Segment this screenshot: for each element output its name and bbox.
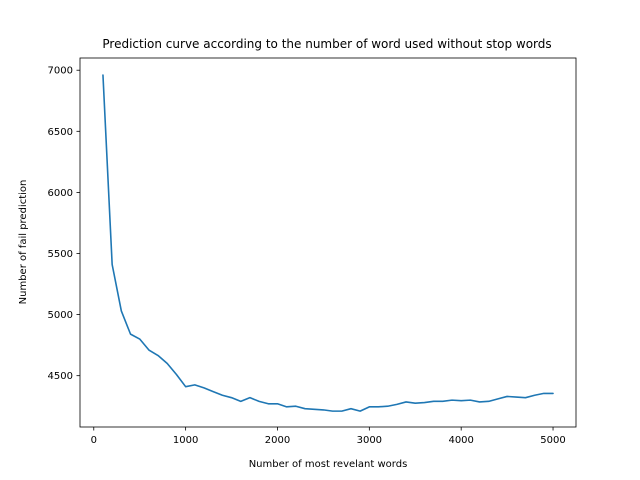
x-tick-label-3: 3000 — [357, 435, 382, 446]
y-tick-label-0: 4500 — [48, 371, 73, 382]
chart-title: Prediction curve according to the number… — [102, 37, 551, 51]
x-tick-label-2: 2000 — [265, 435, 290, 446]
axis-ticks: 0 1000 2000 3000 4000 5000 4500 5000 5500 6000 650… — [48, 66, 566, 446]
x-tick-label-5: 5000 — [540, 435, 565, 446]
plot-area — [79, 57, 577, 428]
y-tick-label-4: 6500 — [48, 127, 73, 138]
x-tick-label-0: 0 — [91, 435, 97, 446]
plot-frame — [79, 57, 577, 428]
y-tick-label-3: 6000 — [48, 188, 73, 199]
x-tick-label-1: 1000 — [173, 435, 198, 446]
y-tick-label-2: 5500 — [48, 249, 73, 260]
series-line-0 — [102, 74, 554, 412]
y-tick-label-1: 5000 — [48, 310, 73, 321]
y-tick-label-5: 7000 — [48, 66, 73, 77]
y-axis-title: Number of fail prediction — [18, 180, 29, 305]
x-axis-title: Number of most revelant words — [249, 459, 408, 470]
x-tick-label-4: 4000 — [448, 435, 473, 446]
